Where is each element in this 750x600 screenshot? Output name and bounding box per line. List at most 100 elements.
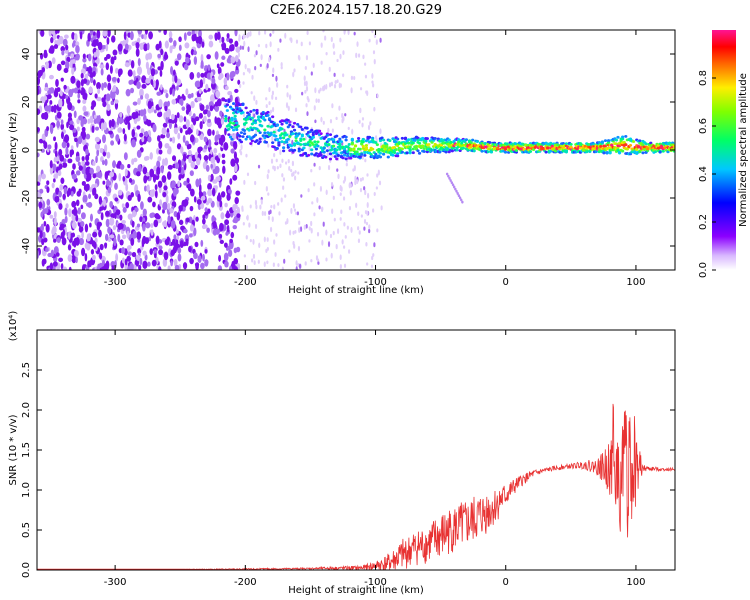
spectrogram-faint-cell — [353, 76, 356, 81]
spectrogram-noise-cell — [102, 30, 108, 37]
spectrogram-noise-cell — [49, 87, 55, 94]
spectrogram-noise-cell — [230, 148, 235, 154]
spectrogram-noise-cell — [178, 98, 183, 105]
spectrogram-noise-cell — [139, 42, 144, 51]
spectrogram-signal-cell — [335, 148, 339, 152]
spectrogram-noise-cell — [44, 130, 49, 137]
spectrogram-faint-cell — [373, 106, 376, 112]
spectrogram-signal-cell — [585, 150, 589, 154]
spectrogram-noise-cell — [94, 183, 98, 188]
spectrogram-faint-cell — [239, 45, 242, 50]
spectrogram-noise-cell — [104, 242, 108, 249]
spectrogram-signal-cell — [297, 147, 301, 151]
spectrogram-noise-cell — [51, 182, 55, 189]
spectrogram-faint-cell — [265, 97, 268, 101]
spectrogram-faint-cell — [333, 84, 337, 89]
spectrogram-faint-cell — [279, 149, 282, 156]
spectrogram-noise-cell — [97, 41, 103, 51]
spectrogram-noise-cell — [45, 247, 49, 252]
snr-y-tick-label: 0.0 — [21, 562, 32, 578]
spectrogram-signal-cell — [319, 132, 323, 136]
spectrogram-noise-cell — [186, 31, 192, 36]
spectrogram-signal-cell — [233, 141, 237, 145]
spectrogram-faint-cell — [366, 210, 369, 216]
spectrogram-noise-cell — [43, 220, 47, 227]
spectrogram-noise-cell — [199, 120, 203, 130]
spectrogram-signal-cell — [472, 149, 476, 153]
spectrogram-faint-cell — [348, 205, 352, 211]
spectrogram-signal-cell — [400, 136, 404, 140]
spectrogram-faint-cell — [271, 216, 274, 223]
spectrogram-faint-cell — [281, 173, 284, 178]
spectrogram-faint-cell — [357, 53, 361, 58]
spectrogram-signal-cell — [635, 148, 639, 152]
spectrogram-noise-cell — [37, 174, 42, 183]
spectrogram-noise-cell — [106, 74, 112, 83]
spectrogram-faint-cell — [278, 211, 281, 216]
spectrogram-faint-cell — [304, 261, 307, 266]
spectrogram-noise-cell — [165, 92, 169, 99]
spectrogram-signal-cell — [653, 150, 658, 154]
spectrogram-noise-cell — [143, 114, 147, 122]
spectrogram-noise-cell — [111, 118, 115, 128]
spectrogram-signal-cell — [292, 143, 297, 147]
spectrogram-faint-cell — [265, 104, 268, 109]
spectrogram-noise-cell — [205, 104, 210, 111]
spectrogram-noise-cell — [53, 211, 57, 219]
spectrogram-noise-cell — [92, 35, 97, 40]
spectrogram-noise-cell — [196, 128, 199, 136]
spectrogram-signal-cell — [621, 135, 625, 139]
spectrogram-noise-cell — [160, 165, 164, 174]
spectrogram-signal-cell — [232, 121, 236, 125]
spectrogram-signal-cell — [344, 138, 348, 142]
spectrogram-noise-cell — [123, 31, 127, 40]
spectrogram-noise-cell — [143, 174, 148, 184]
spectrogram-faint-cell — [372, 253, 375, 257]
spectrogram-noise-cell — [226, 72, 230, 81]
spectrogram-noise-cell — [81, 247, 86, 257]
spectrogram-noise-cell — [235, 246, 241, 253]
spectrogram-signal-cell — [310, 148, 314, 152]
spectrogram-faint-cell — [331, 128, 334, 133]
spectrogram-noise-cell — [202, 191, 207, 197]
spectrogram-noise-cell — [207, 118, 211, 123]
spectrogram-noise-cell — [109, 217, 115, 226]
spectrogram-noise-cell — [100, 255, 106, 263]
spectrogram-signal-cell — [249, 110, 253, 113]
spectrogram-noise-cell — [101, 82, 104, 91]
spectrogram-noise-cell — [158, 266, 162, 270]
spectrogram-noise-cell — [113, 99, 119, 104]
spectrogram-noise-cell — [167, 164, 173, 170]
spectrogram-signal-cell — [299, 139, 303, 142]
spectrogram-noise-cell — [147, 100, 153, 109]
spectrogram-faint-cell — [279, 38, 282, 43]
spectrogram-noise-cell — [190, 100, 195, 109]
spectrogram-noise-cell — [176, 85, 179, 91]
spectrogram-faint-cell — [304, 66, 307, 70]
spectrogram-faint-cell — [365, 241, 368, 247]
spectrogram-signal-cell — [394, 148, 398, 151]
spectrogram-noise-cell — [62, 162, 68, 168]
spectrogram-noise-cell — [101, 134, 106, 144]
spectrogram-signal-cell — [486, 150, 490, 154]
spectrogram-noise-cell — [58, 203, 63, 210]
spectrogram-signal-cell — [350, 141, 354, 145]
spectrogram-marks — [37, 30, 675, 270]
spectrogram-noise-cell — [95, 115, 101, 124]
spectrogram-faint-cell — [322, 120, 325, 125]
spectrogram-faint-cell — [259, 63, 262, 68]
spectrogram-noise-cell — [92, 71, 96, 77]
spectrogram-noise-cell — [80, 221, 85, 227]
spectrogram-x-tick-label: -300 — [104, 277, 127, 288]
spectrogram-faint-cell — [342, 50, 345, 55]
spectrogram-signal-cell — [357, 139, 361, 143]
snr-y-tick-label: 1.0 — [21, 482, 32, 498]
snr-y-ticks: 0.00.51.01.52.02.5 — [21, 362, 675, 578]
spectrogram-faint-cell — [295, 260, 298, 266]
spectrogram-noise-cell — [212, 179, 218, 184]
spectrogram-signal-cell — [322, 146, 326, 150]
spectrogram-noise-cell — [207, 128, 212, 137]
spectrogram-signal-cell — [282, 136, 286, 140]
spectrogram-faint-cell — [257, 259, 260, 264]
spectrogram-faint-cell — [310, 71, 313, 76]
